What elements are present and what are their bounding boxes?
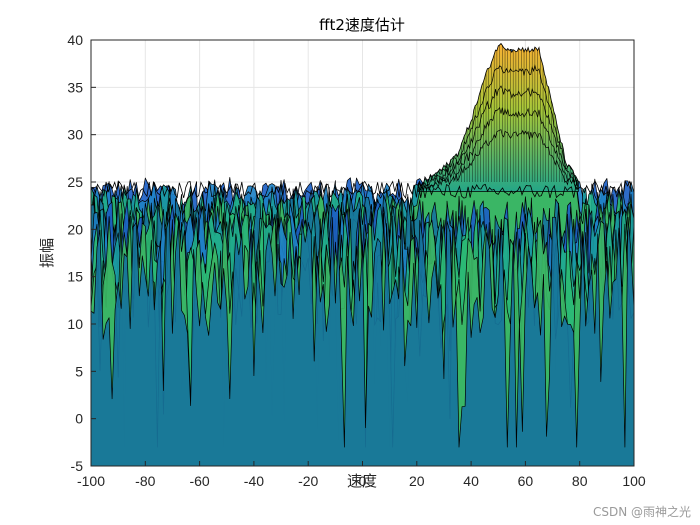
x-tick-label: -40	[244, 473, 264, 489]
y-tick-label: 15	[67, 269, 83, 285]
noise-ridge	[91, 180, 633, 199]
x-tick-label: -100	[77, 473, 105, 489]
x-tick-label: 100	[622, 473, 646, 489]
y-tick-label: 20	[67, 221, 83, 237]
peak-contour	[418, 85, 579, 192]
x-tick-label: -20	[298, 473, 318, 489]
y-tick-label: 5	[75, 363, 83, 379]
x-axis: -100 -80 -60 -40 -20 0 20 40 60 80 100	[77, 461, 646, 489]
x-axis-label: 速度	[347, 472, 377, 490]
x-tick-label: 20	[409, 473, 425, 489]
chart-title: fft2速度估计	[319, 16, 405, 34]
surface	[91, 42, 634, 466]
y-tick-label: 0	[75, 411, 83, 427]
y-tick-label: 25	[67, 174, 83, 190]
x-tick-label: -80	[135, 473, 155, 489]
x-tick-label: 80	[572, 473, 588, 489]
peak-surface	[417, 42, 579, 192]
y-tick-label: 10	[67, 316, 83, 332]
watermark: CSDN @雨神之光	[593, 505, 691, 519]
peak-contour	[417, 64, 579, 190]
y-axis: -5 0 5 10 15 20 25 30 35 40	[67, 32, 96, 474]
x-tick-label: 40	[463, 473, 479, 489]
y-tick-label: 40	[67, 32, 83, 48]
y-tick-label: 35	[67, 79, 83, 95]
x-tick-label: 0	[359, 473, 367, 489]
y-axis-label: 振幅	[38, 238, 56, 268]
x-tick-label: 60	[518, 473, 534, 489]
peak-contour	[418, 129, 579, 192]
y-tick-label: 30	[67, 127, 83, 143]
surface-layer	[91, 216, 634, 466]
x-tick-label: -60	[189, 473, 209, 489]
y-tick-label: -5	[71, 458, 84, 474]
